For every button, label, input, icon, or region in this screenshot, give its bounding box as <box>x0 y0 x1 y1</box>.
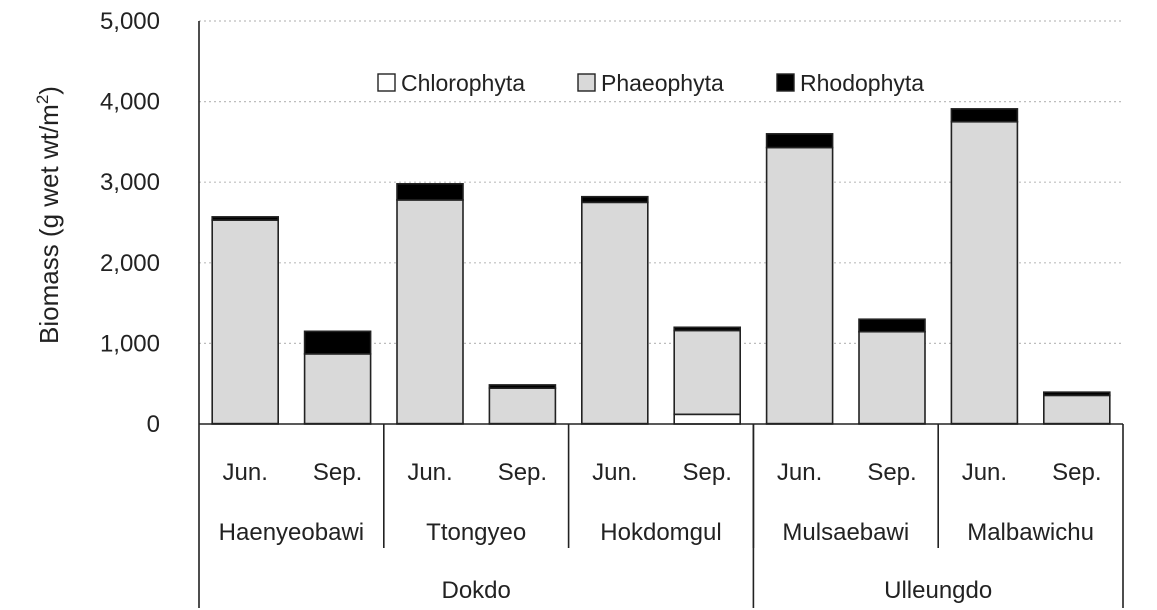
legend-item: Rhodophyta <box>776 70 924 96</box>
legend-label: Phaeophyta <box>601 70 724 96</box>
legend: Chlorophyta Phaeophyta Rhodophyta <box>377 70 924 96</box>
bar-rhodophyta <box>211 216 279 221</box>
bar-rhodophyta <box>765 133 834 149</box>
month-label: Sep. <box>313 459 362 486</box>
month-label: Jun. <box>592 459 637 486</box>
bar-rhodophyta <box>580 195 649 204</box>
month-label: Jun. <box>777 459 822 486</box>
site-label: Hokdomgul <box>600 519 721 546</box>
bar-phaeophyta <box>1043 394 1111 425</box>
bar-rhodophyta <box>858 318 926 333</box>
legend-swatch <box>577 73 596 92</box>
legend-item: Chlorophyta <box>377 70 525 96</box>
y-tick-label: 0 <box>147 411 160 438</box>
legend-label: Chlorophyta <box>401 70 525 96</box>
month-label: Jun. <box>223 459 268 486</box>
legend-label: Rhodophyta <box>800 70 924 96</box>
bar-phaeophyta <box>950 120 1019 425</box>
y-axis-label: Biomass (g wet wt/m2) <box>33 86 64 344</box>
site-label: Haenyeobawi <box>219 519 364 546</box>
y-tick-label: 4,000 <box>100 89 160 116</box>
bar-phaeophyta <box>580 201 649 425</box>
bar-phaeophyta <box>673 329 742 416</box>
bar-phaeophyta <box>303 353 372 425</box>
region-label: Dokdo <box>442 577 511 604</box>
y-tick-label: 3,000 <box>100 169 160 196</box>
bar-phaeophyta <box>858 330 926 425</box>
bar-rhodophyta <box>673 326 742 332</box>
bar-phaeophyta <box>488 387 557 425</box>
legend-item: Phaeophyta <box>577 70 724 96</box>
axes <box>198 21 1124 608</box>
bar-phaeophyta <box>396 199 464 425</box>
bar-phaeophyta <box>765 146 834 425</box>
x-category-labels: Jun. Sep. Jun. Sep. Jun. Sep. Jun. Sep. Jun. Sep.… <box>219 459 1102 604</box>
y-tick-labels: 0 1,000 2,000 3,000 4,000 5,000 <box>100 8 160 438</box>
bar-rhodophyta <box>950 108 1019 123</box>
bar-rhodophyta <box>1043 391 1111 397</box>
y-tick-label: 2,000 <box>100 250 160 277</box>
month-label: Jun. <box>407 459 452 486</box>
region-label: Ulleungdo <box>884 577 992 604</box>
bars <box>211 108 1111 425</box>
bar-rhodophyta <box>488 384 557 389</box>
month-label: Sep. <box>1052 459 1101 486</box>
y-tick-label: 5,000 <box>100 8 160 35</box>
site-label: Mulsaebawi <box>782 519 909 546</box>
legend-swatch <box>377 73 396 92</box>
bar-rhodophyta <box>303 330 372 355</box>
y-tick-label: 1,000 <box>100 330 160 357</box>
bar-chlorophyta <box>673 413 742 425</box>
month-label: Jun. <box>962 459 1007 486</box>
bar-rhodophyta <box>396 183 464 201</box>
month-label: Sep. <box>867 459 916 486</box>
month-label: Sep. <box>498 459 547 486</box>
bar-phaeophyta <box>211 219 279 425</box>
site-label: Malbawichu <box>967 519 1094 546</box>
site-label: Ttongyeo <box>426 519 526 546</box>
month-label: Sep. <box>683 459 732 486</box>
legend-swatch <box>776 73 795 92</box>
